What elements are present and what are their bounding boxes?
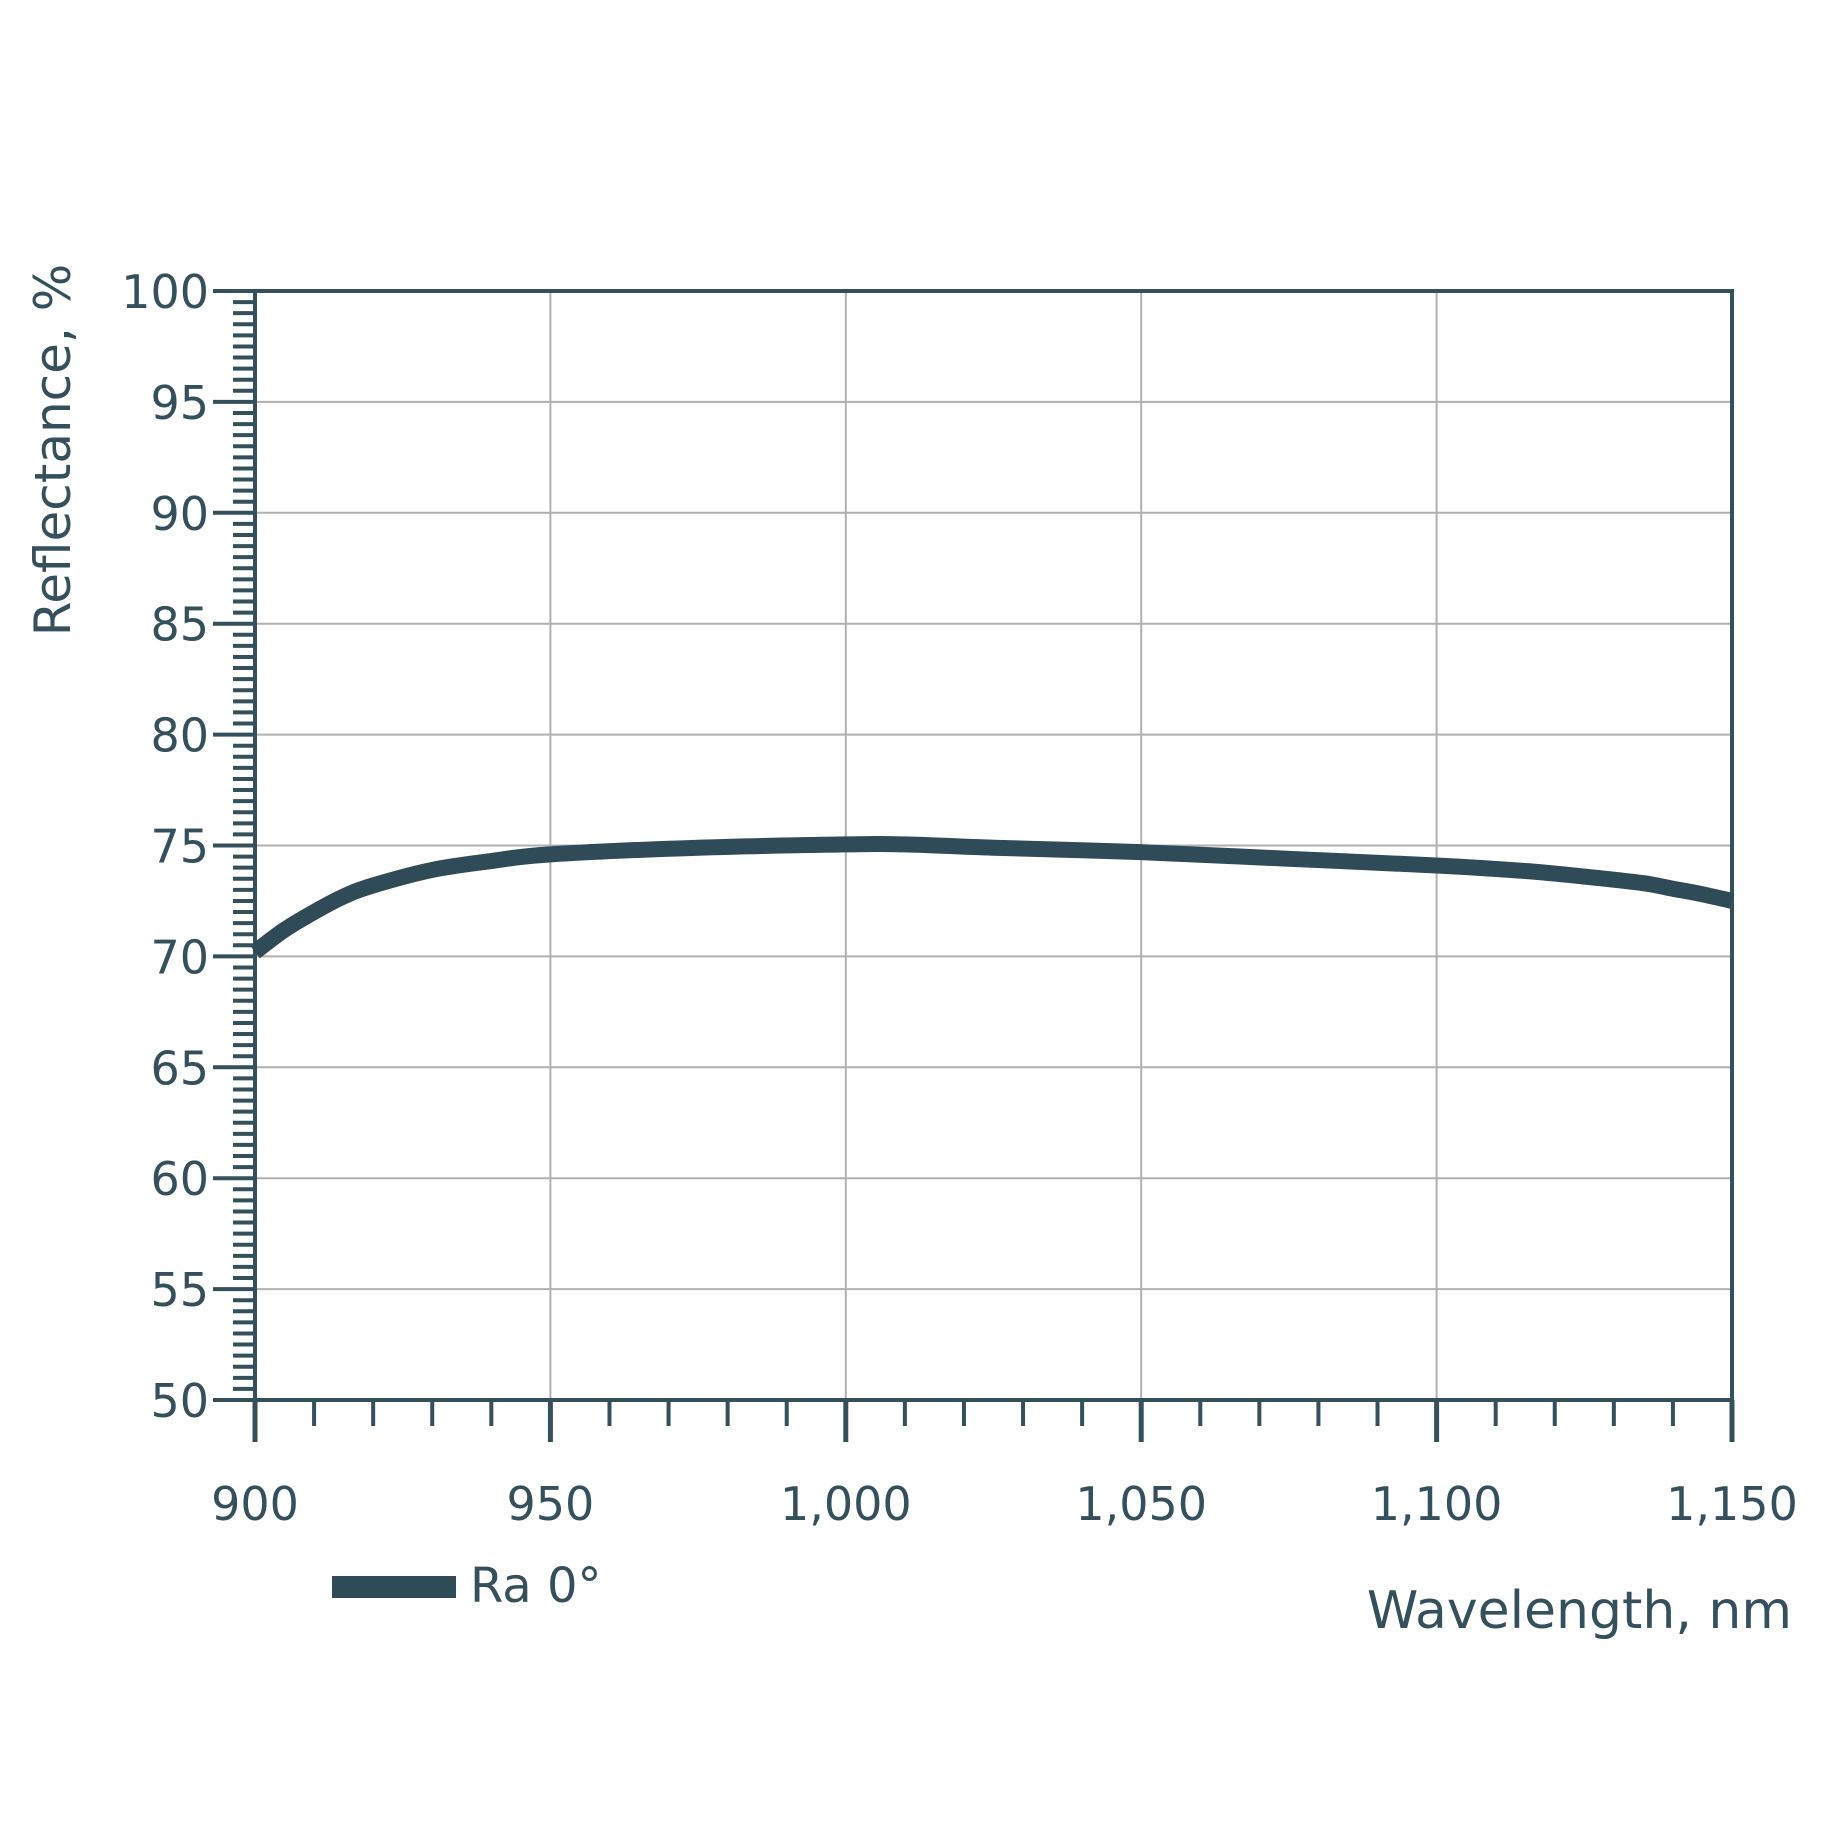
x-tick-label: 1,050 xyxy=(1075,1477,1207,1531)
y-tick-label: 95 xyxy=(150,376,209,430)
x-tick-label: 900 xyxy=(211,1477,299,1531)
y-axis-label: Reflectance, % xyxy=(24,264,82,637)
axis-ticks xyxy=(213,289,1735,1442)
y-tick-label: 70 xyxy=(150,930,209,984)
y-tick-label: 85 xyxy=(150,598,209,652)
legend-label: Ra 0° xyxy=(470,1558,602,1614)
x-axis-label: Wavelength, nm xyxy=(1367,1581,1792,1641)
legend: Ra 0° xyxy=(332,1558,602,1614)
x-tick-label: 950 xyxy=(506,1477,594,1531)
x-tick-label: 1,100 xyxy=(1371,1477,1503,1531)
series-line-ra-0 xyxy=(250,835,1734,959)
y-tick-label: 90 xyxy=(150,487,209,541)
tick-labels: 50 55 60 65 70 75 80 85 90 95 100 900 950 1,000 1,050 1… xyxy=(121,265,1798,1531)
x-tick-label: 1,150 xyxy=(1666,1477,1798,1531)
y-tick-label: 65 xyxy=(150,1041,209,1095)
x-tick-label: 1,000 xyxy=(780,1477,912,1531)
legend-swatch xyxy=(332,1576,456,1598)
series-layer xyxy=(250,835,1734,959)
y-tick-label: 75 xyxy=(150,820,209,874)
y-tick-label: 80 xyxy=(150,709,209,763)
y-tick-label: 55 xyxy=(150,1263,209,1317)
y-tick-label: 100 xyxy=(121,265,209,319)
y-tick-label: 60 xyxy=(150,1152,209,1206)
y-tick-label: 50 xyxy=(150,1374,209,1428)
plot-frame xyxy=(253,289,1734,1402)
